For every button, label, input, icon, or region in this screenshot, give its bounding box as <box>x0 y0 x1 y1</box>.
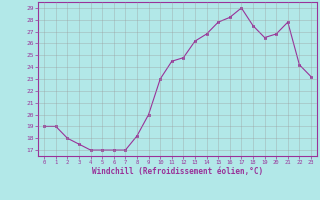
X-axis label: Windchill (Refroidissement éolien,°C): Windchill (Refroidissement éolien,°C) <box>92 167 263 176</box>
